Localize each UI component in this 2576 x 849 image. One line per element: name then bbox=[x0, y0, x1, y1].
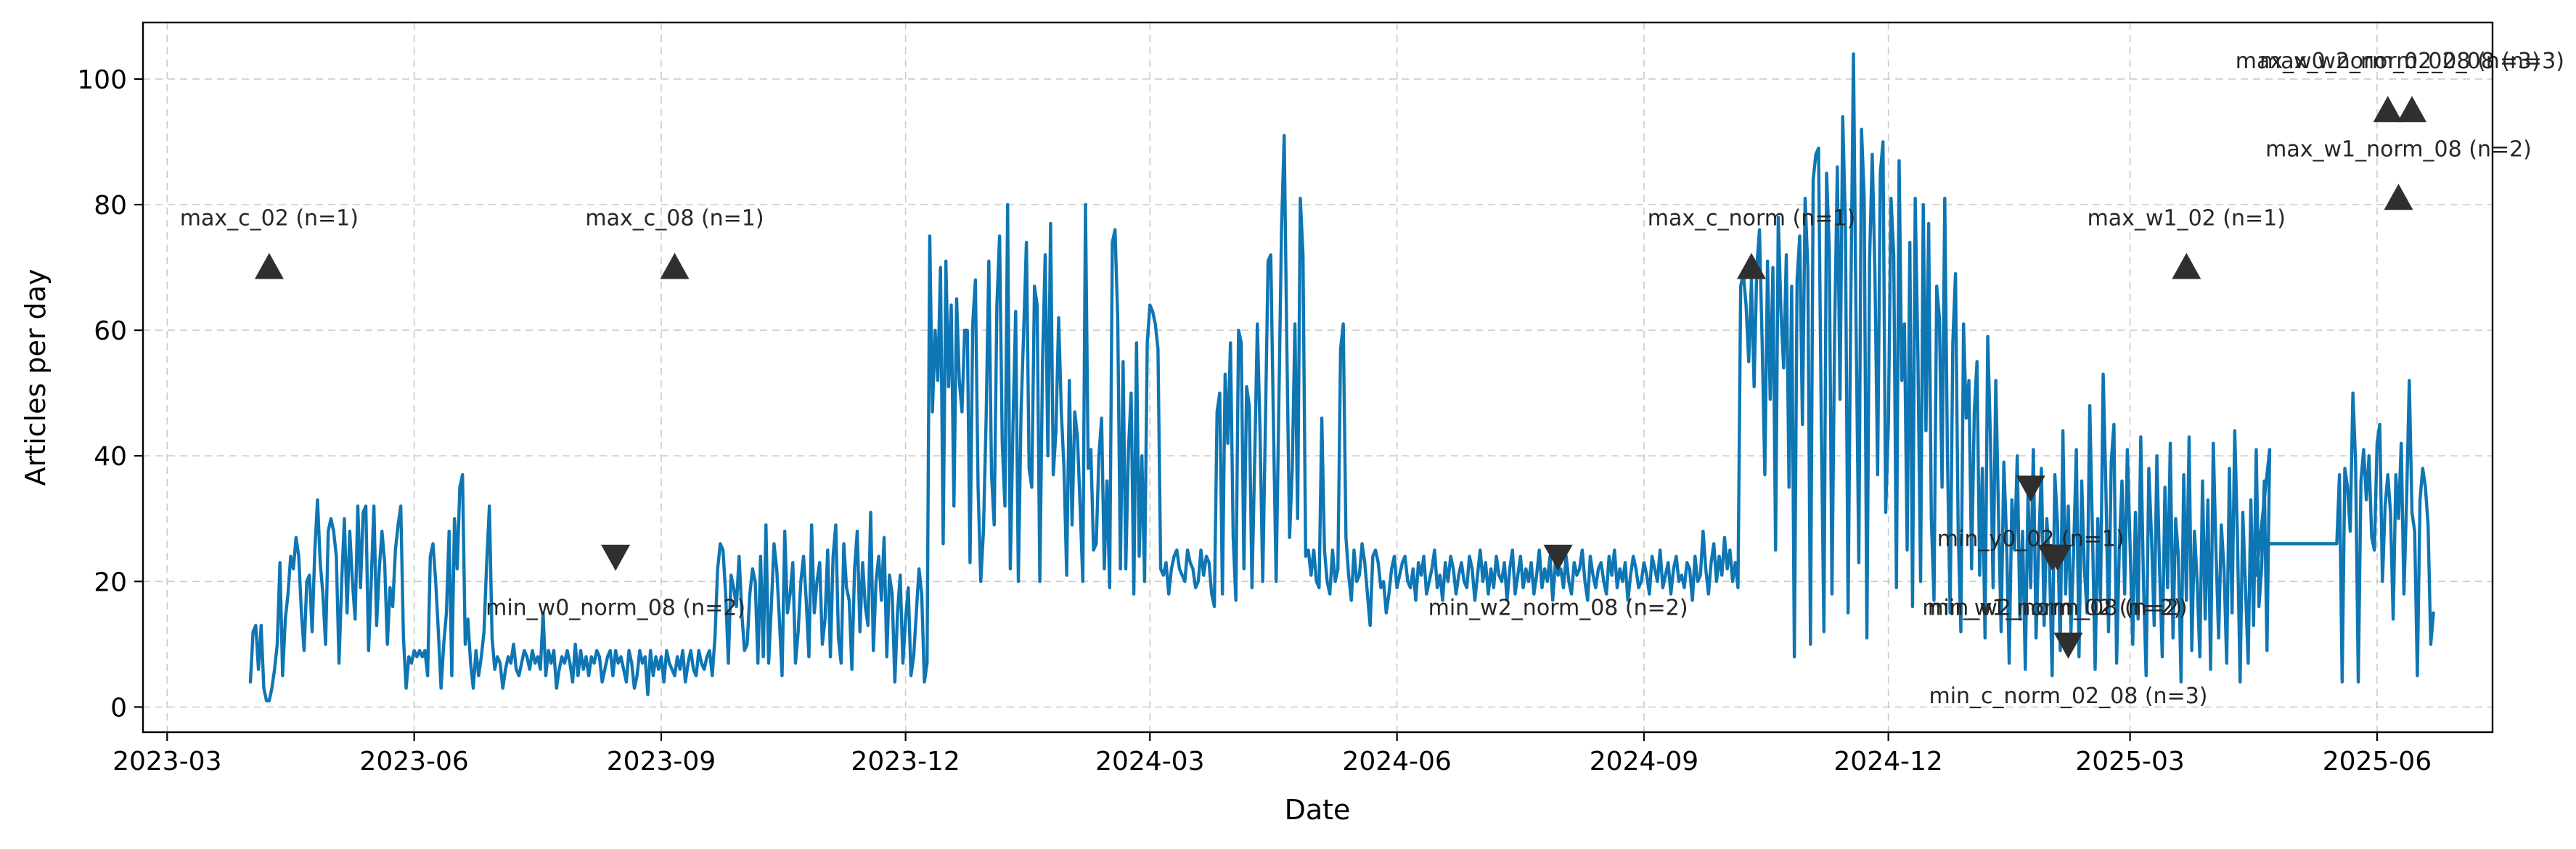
x-tick-label: 2023-09 bbox=[607, 747, 716, 776]
annotation-label-layer: max_c_02 (n=1) max_c_08 (n=1) min_w0_norm_… bbox=[180, 49, 2564, 709]
annotation-label: max_w1_02 (n=1) bbox=[2088, 206, 2286, 231]
min-marker bbox=[1543, 544, 1573, 571]
x-tick-label: 2023-03 bbox=[113, 747, 221, 776]
annotation-label: max_w1_norm_08 (n=2) bbox=[2265, 136, 2532, 162]
max-marker bbox=[2384, 184, 2413, 210]
x-tick-label: 2024-06 bbox=[1342, 747, 1451, 776]
annotation-label: min_w2_norm_08 (n=2) bbox=[1928, 596, 2188, 621]
annotation-label: max_w0_norm_02_08 (n=3) bbox=[2236, 49, 2540, 74]
annotation-label: min_w0_norm_08 (n=2) bbox=[486, 596, 745, 621]
x-tick-label: 2024-09 bbox=[1590, 747, 1698, 776]
y-axis-title: Articles per day bbox=[20, 269, 52, 486]
max-marker bbox=[2397, 96, 2426, 123]
y-tick-label: 80 bbox=[94, 191, 127, 221]
grid-layer bbox=[143, 22, 2493, 732]
max-marker bbox=[2373, 96, 2403, 123]
x-tick-label: 2023-12 bbox=[851, 747, 960, 776]
min-marker bbox=[2053, 632, 2083, 659]
y-tick-label: 40 bbox=[94, 442, 127, 472]
annotation-label: max_c_02 (n=1) bbox=[180, 206, 359, 231]
x-tick-label: 2023-06 bbox=[359, 747, 468, 776]
annotation-label: min_y0_02 (n=1) bbox=[1937, 526, 2125, 551]
y-tick-label: 100 bbox=[77, 65, 127, 95]
max-marker bbox=[2172, 253, 2201, 279]
annotation-label: min_w1_norm_02 (n=2) bbox=[1922, 596, 2182, 621]
annotation-label: min_w2_norm_08 (n=2) bbox=[1428, 596, 1688, 621]
y-tick-label: 20 bbox=[94, 567, 127, 597]
min-marker bbox=[2016, 475, 2045, 502]
annotation-label: min_c_norm_02_08 (n=3) bbox=[1929, 684, 2207, 709]
max-marker bbox=[254, 253, 284, 279]
annotation-label: max_w2_norm_02_08 (n=3) bbox=[2260, 49, 2564, 74]
y-tick-label: 60 bbox=[94, 316, 127, 346]
y-axis-ticks: 0 20 40 60 80 100 bbox=[77, 65, 143, 723]
series-line bbox=[248, 52, 2435, 702]
max-marker bbox=[1737, 253, 1766, 279]
series-layer bbox=[248, 52, 2435, 702]
min-marker bbox=[2043, 544, 2072, 571]
x-tick-label: 2024-12 bbox=[1833, 747, 1942, 776]
x-tick-label: 2024-03 bbox=[1095, 747, 1204, 776]
y-tick-label: 0 bbox=[110, 693, 127, 723]
annotation-label: max_c_norm (n=1) bbox=[1648, 206, 1855, 231]
x-tick-label: 2025-06 bbox=[2323, 747, 2432, 776]
plot-frame bbox=[142, 21, 2494, 734]
annotation-label: max_c_08 (n=1) bbox=[585, 206, 764, 231]
min-marker bbox=[601, 544, 631, 571]
x-axis-title: Date bbox=[1285, 794, 1351, 826]
annotation-marker-layer bbox=[254, 96, 2426, 659]
x-axis-ticks: 2023-03 2023-06 2023-09 2023-12 2024-03 2024-… bbox=[113, 732, 2432, 776]
max-marker bbox=[660, 253, 690, 279]
x-tick-label: 2025-03 bbox=[2075, 747, 2184, 776]
